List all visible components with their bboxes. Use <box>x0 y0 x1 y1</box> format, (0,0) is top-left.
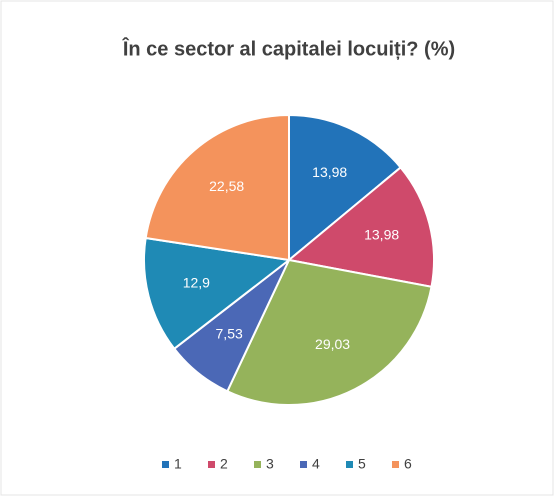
pie-slice <box>286 166 435 288</box>
data-label: 13,98 <box>312 164 347 180</box>
legend-swatch <box>208 461 215 468</box>
legend-label: 1 <box>174 456 182 472</box>
legend-swatch <box>392 461 399 468</box>
pie-slice <box>144 113 290 262</box>
legend-swatch <box>300 461 307 468</box>
legend-label: 6 <box>404 456 412 472</box>
pie-slice <box>288 113 403 263</box>
legend-swatch <box>162 461 169 468</box>
legend-swatch <box>254 461 261 468</box>
legend-label: 5 <box>358 456 366 472</box>
data-label: 7,53 <box>216 325 243 341</box>
chart-title: În ce sector al capitalei locuiți? (%) <box>122 36 455 60</box>
data-label: 22,58 <box>209 178 244 194</box>
pie-slice <box>143 236 292 351</box>
legend-label: 2 <box>220 456 228 472</box>
legend-swatch <box>346 461 353 468</box>
data-label: 29,03 <box>315 336 350 352</box>
data-label: 12,9 <box>183 275 210 291</box>
data-label: 13,98 <box>364 227 399 243</box>
pie-slice <box>226 258 433 406</box>
legend-label: 3 <box>266 456 274 472</box>
legend-label: 4 <box>312 456 320 472</box>
